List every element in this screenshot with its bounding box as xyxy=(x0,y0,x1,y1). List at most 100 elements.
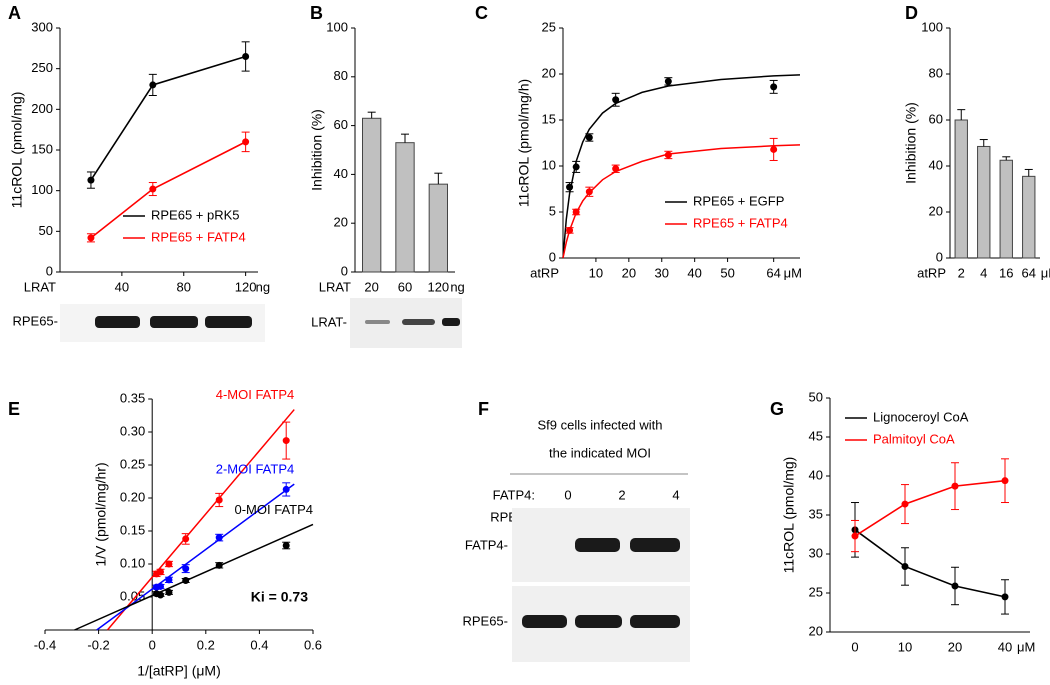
blot-band xyxy=(575,538,620,552)
point xyxy=(572,163,580,171)
y-tick-label: 20 xyxy=(542,65,556,80)
point xyxy=(165,560,173,568)
point xyxy=(215,534,223,542)
point xyxy=(566,183,574,191)
y-tick-label: 5 xyxy=(549,203,556,218)
x-tick-label: 4 xyxy=(980,265,987,280)
x-tick-label: 10 xyxy=(898,639,912,654)
fit-line xyxy=(74,523,314,631)
blot-band xyxy=(575,615,622,628)
y-tick-label: 0.20 xyxy=(120,489,145,504)
legend-label: RPE65 + FATP4 xyxy=(151,229,246,244)
y-axis-label: 11cROL (pmol/mg) xyxy=(781,457,797,574)
point xyxy=(664,77,672,85)
point xyxy=(182,535,190,543)
y-tick-label: 0.25 xyxy=(120,456,145,471)
point xyxy=(157,568,165,576)
y-tick-label: 25 xyxy=(542,19,556,34)
point xyxy=(770,145,778,153)
point xyxy=(1001,477,1009,485)
y-tick-label: 0.30 xyxy=(120,423,145,438)
point xyxy=(282,485,290,493)
legend-label: Lignoceroyl CoA xyxy=(873,409,969,424)
y-tick-label: 50 xyxy=(809,389,823,404)
x-tick-label: 20 xyxy=(948,639,962,654)
x-tick-label: 0 xyxy=(149,637,156,652)
x-unit: ng xyxy=(256,279,270,294)
point xyxy=(612,96,620,104)
series-line xyxy=(90,55,246,181)
y-tick-label: 20 xyxy=(809,623,823,638)
x-tick-label: 20 xyxy=(364,279,378,294)
y-tick-label: 100 xyxy=(31,182,53,197)
y-tick-label: 200 xyxy=(31,101,53,116)
y-tick-label: 150 xyxy=(31,141,53,156)
point xyxy=(612,165,620,173)
x-tick-label: 20 xyxy=(622,265,636,280)
blot-label: FATP4- xyxy=(465,537,508,552)
x-tick-label: 120 xyxy=(427,279,449,294)
y-axis-label: Inhibition (%) xyxy=(903,102,919,184)
point xyxy=(951,582,959,590)
y-tick-label: 20 xyxy=(334,215,348,230)
panel-letter: A xyxy=(8,3,21,23)
y-tick-label: 80 xyxy=(334,68,348,83)
x-axis-label: atRP xyxy=(917,265,946,280)
y-tick-label: 0 xyxy=(341,263,348,278)
point xyxy=(87,234,95,242)
y-tick-label: 30 xyxy=(809,545,823,560)
point xyxy=(87,176,95,184)
y-tick-label: 0 xyxy=(936,249,943,264)
series-label: 0-MOI FATP4 xyxy=(235,502,314,517)
blot-band xyxy=(95,316,140,328)
point xyxy=(585,188,593,196)
x-axis-label: LRAT xyxy=(24,279,56,294)
x-tick-label: 40 xyxy=(115,279,129,294)
y-tick-label: 60 xyxy=(334,117,348,132)
y-tick-label: 100 xyxy=(326,19,348,34)
panel-letter: B xyxy=(310,3,323,23)
x-tick-label: 16 xyxy=(999,265,1013,280)
point xyxy=(770,83,778,91)
point xyxy=(282,437,290,445)
x-tick-label: 64 xyxy=(1022,265,1036,280)
x-tick-label: 50 xyxy=(720,265,734,280)
legend-label: RPE65 + FATP4 xyxy=(693,215,788,230)
bar xyxy=(395,142,415,273)
point xyxy=(165,576,173,584)
bar xyxy=(999,159,1013,259)
panel-letter: F xyxy=(478,399,489,419)
y-tick-label: 80 xyxy=(929,65,943,80)
blot-label: LRAT- xyxy=(311,314,347,329)
bar xyxy=(977,145,991,259)
panel-letter: G xyxy=(770,399,784,419)
point xyxy=(1001,593,1009,601)
blot-label: RPE65- xyxy=(12,313,58,328)
blot-band xyxy=(365,320,390,324)
annotation: Ki = 0.73 xyxy=(251,589,308,605)
point xyxy=(215,561,223,569)
x-tick-label: -0.2 xyxy=(87,637,109,652)
point xyxy=(182,565,190,573)
point xyxy=(664,151,672,159)
x-unit: μM xyxy=(1017,639,1035,654)
cell: 2 xyxy=(618,487,625,502)
y-tick-label: 0.35 xyxy=(120,390,145,405)
y-tick-label: 25 xyxy=(809,584,823,599)
fit-line xyxy=(562,74,801,259)
point xyxy=(901,500,909,508)
point xyxy=(851,532,859,540)
x-axis-label: atRP xyxy=(530,265,559,280)
y-tick-label: 0 xyxy=(549,249,556,264)
point xyxy=(215,496,223,504)
y-tick-label: 40 xyxy=(929,157,943,172)
legend-label: RPE65 + pRK5 xyxy=(151,207,240,222)
series-label: 2-MOI FATP4 xyxy=(216,462,295,477)
y-tick-label: 60 xyxy=(929,111,943,126)
y-tick-label: 300 xyxy=(31,19,53,34)
x-tick-label: 60 xyxy=(398,279,412,294)
x-tick-label: 64 xyxy=(766,265,780,280)
legend-label: RPE65 + EGFP xyxy=(693,193,784,208)
blot-band xyxy=(522,615,567,628)
